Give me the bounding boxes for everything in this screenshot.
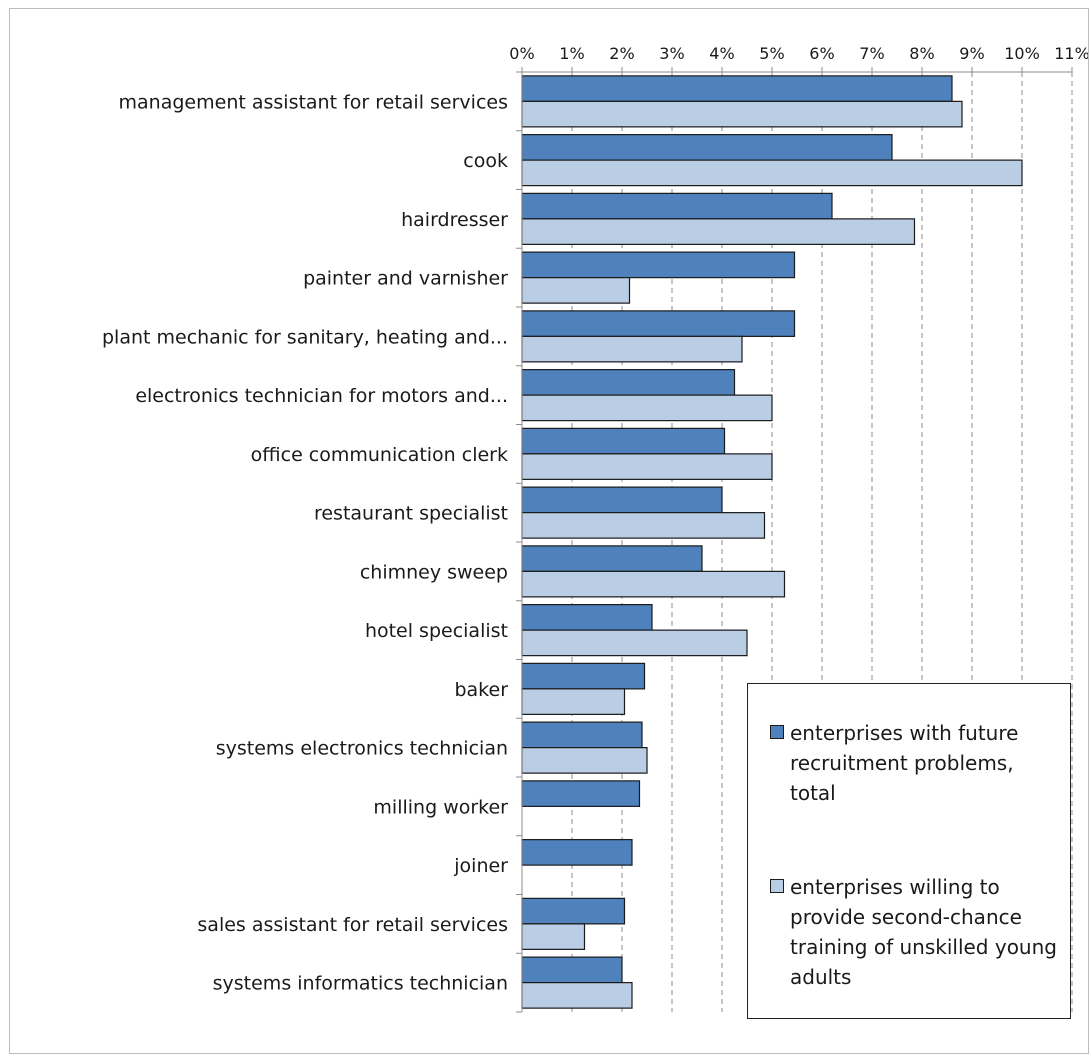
bar-second-chance-training bbox=[521, 277, 631, 304]
category-label: systems electronics technician bbox=[216, 738, 508, 760]
bar-second-chance-training bbox=[521, 159, 1023, 187]
bar-recruitment-problems bbox=[521, 721, 643, 749]
x-tick-label: 11% bbox=[1054, 44, 1088, 63]
bar-recruitment-problems bbox=[521, 662, 646, 690]
category-label: painter and varnisher bbox=[303, 268, 508, 290]
bar-recruitment-problems bbox=[521, 251, 796, 279]
category-label: office communication clerk bbox=[251, 444, 508, 466]
category-label: hotel specialist bbox=[365, 620, 508, 642]
bar-recruitment-problems bbox=[521, 545, 703, 572]
bar-second-chance-training bbox=[521, 335, 743, 363]
labels: 0% 1% 2% 3% 4% 5% 6% 7% 8% 9% 10% 11% management ass… bbox=[102, 44, 1088, 995]
legend-entry-second-chance: enterprises willing to provide second-ch… bbox=[770, 872, 1060, 992]
x-tick-label: 9% bbox=[959, 44, 984, 63]
category-label: plant mechanic for sanitary, heating and… bbox=[102, 326, 508, 348]
bar-second-chance-training bbox=[521, 982, 633, 1009]
bar-recruitment-problems bbox=[521, 75, 953, 102]
bar-second-chance-training bbox=[521, 923, 586, 950]
bar-recruitment-problems bbox=[521, 192, 833, 220]
bar-recruitment-problems bbox=[521, 310, 796, 337]
x-tick-label: 5% bbox=[759, 44, 784, 63]
bar-recruitment-problems bbox=[521, 956, 623, 984]
bar-second-chance-training bbox=[521, 570, 786, 598]
bar-second-chance-training bbox=[521, 512, 766, 539]
legend-swatch-recruitment bbox=[770, 725, 784, 739]
category-label: hairdresser bbox=[401, 209, 508, 231]
bar-recruitment-problems bbox=[521, 780, 641, 807]
bar-second-chance-training bbox=[521, 218, 916, 245]
bar-recruitment-problems bbox=[521, 427, 726, 455]
x-tick-label: 10% bbox=[1004, 44, 1040, 63]
x-tick-label: 1% bbox=[559, 44, 584, 63]
category-label: management assistant for retail services bbox=[119, 91, 508, 113]
bar-recruitment-problems bbox=[521, 604, 653, 631]
x-tick-label: 6% bbox=[809, 44, 834, 63]
x-tick-label: 3% bbox=[659, 44, 684, 63]
category-label: milling worker bbox=[373, 796, 508, 818]
x-tick-label: 2% bbox=[609, 44, 634, 63]
bar-second-chance-training bbox=[521, 394, 773, 422]
x-tick-label: 7% bbox=[859, 44, 884, 63]
x-tick-label: 4% bbox=[709, 44, 734, 63]
bar-chart: 0% 1% 2% 3% 4% 5% 6% 7% 8% 9% 10% 11% management ass… bbox=[102, 44, 1088, 1013]
legend-swatch-second-chance bbox=[770, 879, 784, 893]
category-label: restaurant specialist bbox=[314, 503, 508, 525]
bar-recruitment-problems bbox=[521, 134, 893, 161]
x-tick-label: 0% bbox=[509, 44, 534, 63]
category-label: electronics technician for motors and... bbox=[135, 385, 508, 407]
bar-second-chance-training bbox=[521, 629, 748, 657]
bar-second-chance-training bbox=[521, 100, 963, 128]
bar-second-chance-training bbox=[521, 688, 626, 715]
axes bbox=[516, 67, 1073, 1013]
bar-recruitment-problems bbox=[521, 486, 723, 514]
category-label: baker bbox=[454, 679, 508, 701]
legend-label-recruitment: enterprises with future recruitment prob… bbox=[790, 721, 1019, 805]
x-tick-label: 8% bbox=[909, 44, 934, 63]
chart-frame: 0% 1% 2% 3% 4% 5% 6% 7% 8% 9% 10% 11% management ass… bbox=[9, 8, 1089, 1054]
bar-second-chance-training bbox=[521, 747, 648, 774]
bar-recruitment-problems bbox=[521, 369, 736, 396]
legend: enterprises with future recruitment prob… bbox=[747, 683, 1071, 1019]
category-label: joiner bbox=[453, 855, 508, 877]
bar-second-chance-training bbox=[521, 453, 773, 480]
category-label: cook bbox=[463, 150, 508, 172]
category-label: sales assistant for retail services bbox=[197, 914, 508, 936]
bar-recruitment-problems bbox=[521, 897, 626, 925]
legend-label-second-chance: enterprises willing to provide second-ch… bbox=[790, 875, 1057, 989]
category-label: chimney sweep bbox=[360, 561, 508, 583]
bar-recruitment-problems bbox=[521, 839, 633, 866]
legend-entry-recruitment: enterprises with future recruitment prob… bbox=[770, 718, 1060, 808]
category-label: systems informatics technician bbox=[213, 973, 508, 995]
